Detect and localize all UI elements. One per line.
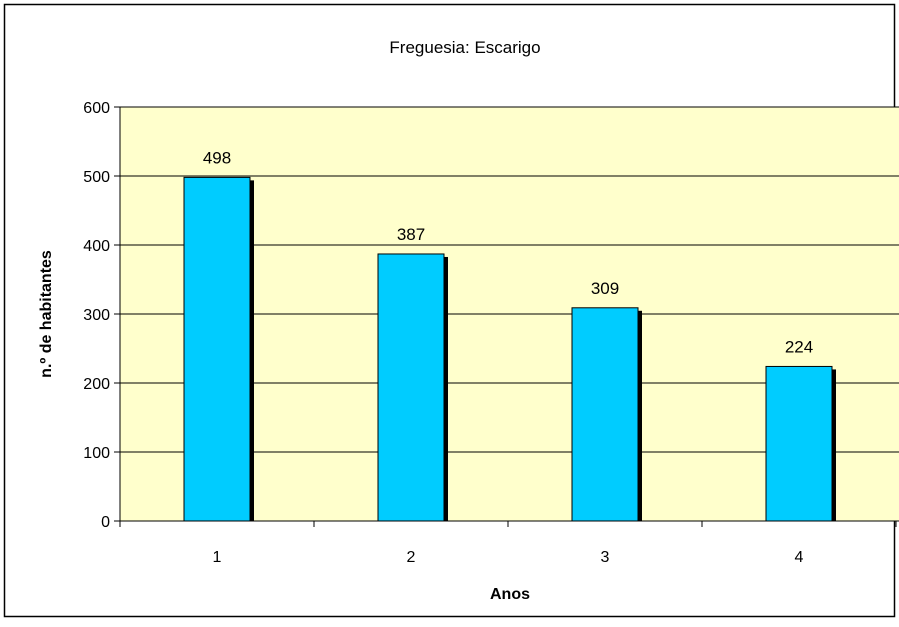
y-tick-label: 100 — [83, 445, 110, 462]
bar — [571, 307, 639, 522]
bar — [377, 253, 445, 522]
data-label: 224 — [785, 337, 813, 356]
x-tick-label: 3 — [601, 549, 610, 566]
y-tick-label: 400 — [83, 238, 110, 255]
data-label: 309 — [591, 279, 619, 298]
bar — [183, 176, 251, 522]
y-tick-label: 200 — [83, 376, 110, 393]
x-tick-label: 4 — [795, 549, 804, 566]
bar — [765, 365, 833, 522]
y-tick-label: 300 — [83, 307, 110, 324]
data-label: 387 — [397, 225, 425, 244]
x-tick-label: 1 — [213, 549, 222, 566]
x-tick-label: 2 — [407, 549, 416, 566]
plot-area: 0 100 200 300 400 500 600 498 387 309 224 1 2 3 4 — [83, 100, 899, 566]
y-tick-label: 0 — [101, 514, 110, 531]
y-axis-title: n.º de habitantes — [38, 250, 55, 378]
data-label: 498 — [203, 148, 231, 167]
chart-title: Freguesia: Escarigo — [389, 38, 540, 57]
x-axis-title: Anos — [490, 586, 530, 603]
y-tick-label: 600 — [83, 100, 110, 117]
y-tick-label: 500 — [83, 169, 110, 186]
